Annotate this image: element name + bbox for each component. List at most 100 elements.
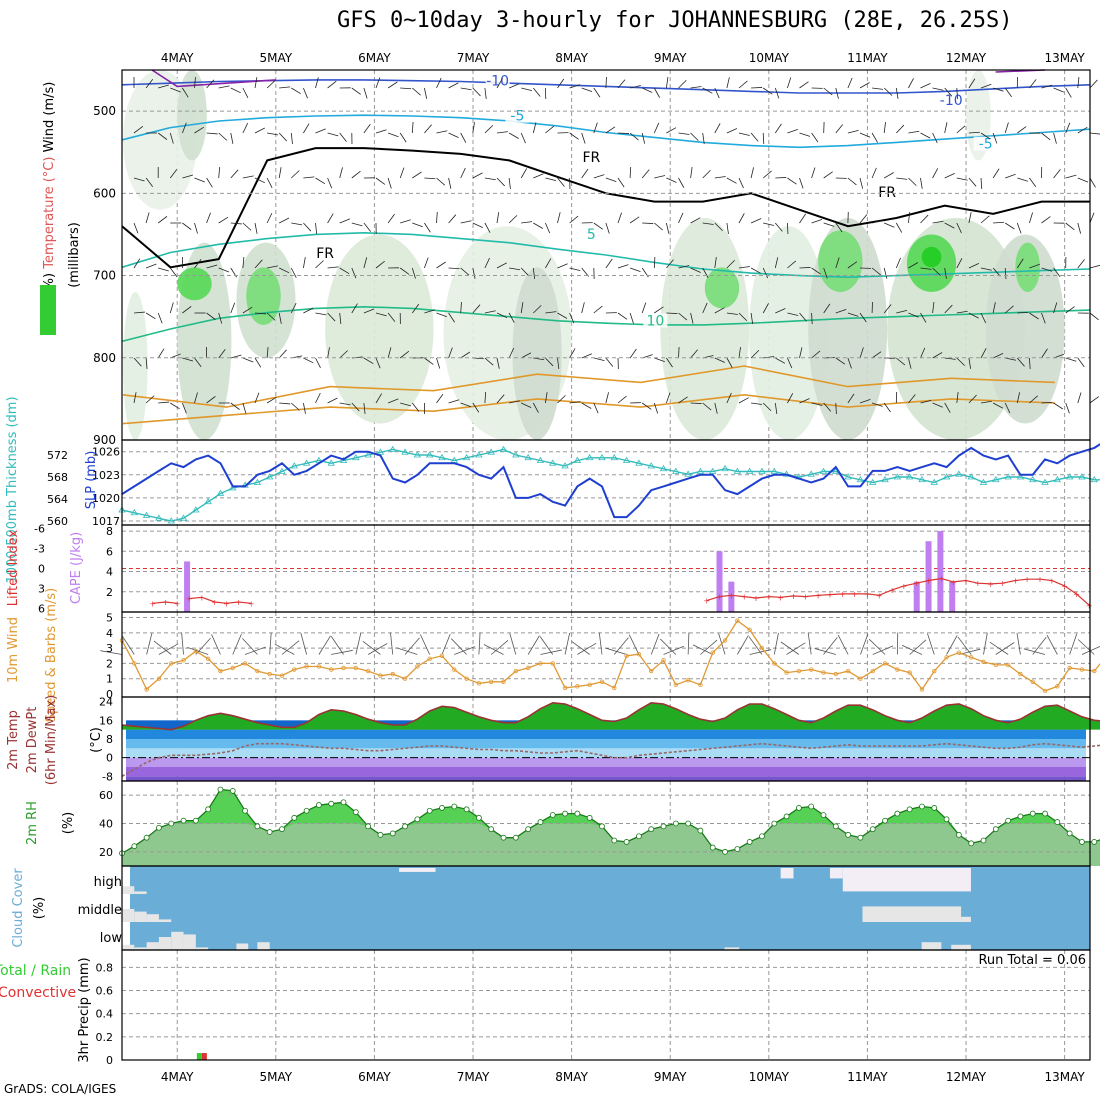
y-tick: 800 <box>93 351 116 365</box>
wind-barb <box>351 402 360 412</box>
wind-barb <box>629 216 640 224</box>
wind-barb <box>628 634 640 655</box>
wind-barb <box>787 260 797 269</box>
cloud-cell <box>158 919 172 922</box>
wind-barb <box>932 168 939 179</box>
wind-barb <box>315 177 326 185</box>
wind-barb <box>908 130 920 134</box>
wind-barb <box>932 267 941 276</box>
wind-barb <box>932 302 935 314</box>
rh-marker <box>143 834 150 841</box>
wind-speed-marker <box>169 661 174 666</box>
wind-barb <box>956 392 959 404</box>
wind-barb <box>678 79 687 89</box>
wind-barb <box>420 634 431 655</box>
cape-ylabel: CAPE (J/kg) <box>69 532 84 604</box>
x-tick-top: 13MAY <box>1044 51 1085 65</box>
rh-marker <box>820 812 827 818</box>
wind-barb <box>932 352 943 359</box>
wind-barb <box>617 177 625 188</box>
rh-marker <box>303 807 310 814</box>
precip-total-bar <box>196 1053 202 1060</box>
x-tick-top: 11MAY <box>847 51 888 65</box>
wind-barb <box>678 312 688 321</box>
x-tick-top: 12MAY <box>946 51 987 65</box>
wind-barb <box>339 402 351 406</box>
rh-marker <box>980 837 987 844</box>
wind-barb <box>799 177 804 189</box>
wind-barb <box>1005 173 1016 179</box>
thickness-marker <box>536 456 545 463</box>
wind-barb <box>424 309 436 314</box>
wind-barb <box>339 350 349 359</box>
wind-barb <box>642 222 654 224</box>
wind-speed-marker <box>882 661 888 666</box>
wind-barb <box>351 170 361 179</box>
wind-barb <box>932 132 938 144</box>
wind-barb <box>266 80 276 89</box>
wind-barb <box>569 132 579 140</box>
wind-barb <box>811 167 816 179</box>
wind-speed-marker <box>205 656 211 662</box>
wind-barb <box>327 266 339 269</box>
rh-marker <box>279 826 285 833</box>
isotherm-label-bg <box>643 313 668 328</box>
wind-barb <box>133 177 145 182</box>
thickness-marker <box>672 467 680 474</box>
isotherm-label-bg <box>485 73 510 88</box>
rh-marker <box>180 817 187 824</box>
wind-barb <box>545 125 555 134</box>
wind-barb <box>1077 177 1089 183</box>
rh-marker <box>291 814 298 821</box>
wind-barb <box>327 347 330 359</box>
wind-speed-marker <box>525 665 531 671</box>
wind-barb <box>1065 222 1075 231</box>
wind-barb <box>807 632 812 655</box>
wind-barb <box>678 132 690 135</box>
wind-barb <box>992 402 1004 409</box>
lifted-index-marker: + <box>223 599 230 608</box>
wind-barb <box>1004 122 1009 134</box>
x-tick-top: 8MAY <box>555 51 588 65</box>
wind-ylabel-left: 10m Wind <box>6 617 21 683</box>
wind-barb <box>726 77 730 89</box>
wind-barb <box>375 357 381 369</box>
wind-barb <box>484 87 487 99</box>
rh-marker <box>869 826 876 833</box>
wind-barb <box>158 267 169 272</box>
thickness-marker <box>142 511 151 518</box>
rh-marker <box>1066 830 1073 837</box>
thickness-marker <box>524 453 532 461</box>
li-tick: -3 <box>34 542 45 555</box>
wind-barb <box>1065 357 1077 362</box>
wind-barb <box>883 122 886 134</box>
wind-barb <box>908 312 919 318</box>
wind-tick: 2 <box>106 657 113 670</box>
wind-barb <box>690 312 694 324</box>
wind-barb <box>571 641 590 655</box>
wind-speed-marker <box>722 638 728 643</box>
wind-barb <box>363 308 375 314</box>
wind-barb <box>593 87 601 98</box>
wind-barb <box>750 132 759 142</box>
wind-speed-marker <box>562 685 568 691</box>
cloud-cell <box>122 886 135 894</box>
wind-barb <box>315 312 327 316</box>
wind-barb <box>872 645 894 655</box>
wind-barb <box>254 127 265 134</box>
wind-barb <box>460 220 472 224</box>
wind-barb <box>687 632 690 655</box>
rh-marker <box>857 834 864 841</box>
wind-barb <box>460 301 462 314</box>
wind-barb <box>327 312 336 322</box>
rh-shade <box>985 234 1065 424</box>
wind-barb <box>678 212 684 224</box>
wind-barb <box>920 177 923 189</box>
rh-marker <box>1091 839 1098 845</box>
wind-barb <box>847 177 857 186</box>
wind-barb <box>738 397 749 404</box>
wind-barb <box>787 357 793 369</box>
wind-barb <box>169 302 174 314</box>
wind-speed-marker <box>685 678 691 683</box>
wind-barb <box>484 310 496 314</box>
